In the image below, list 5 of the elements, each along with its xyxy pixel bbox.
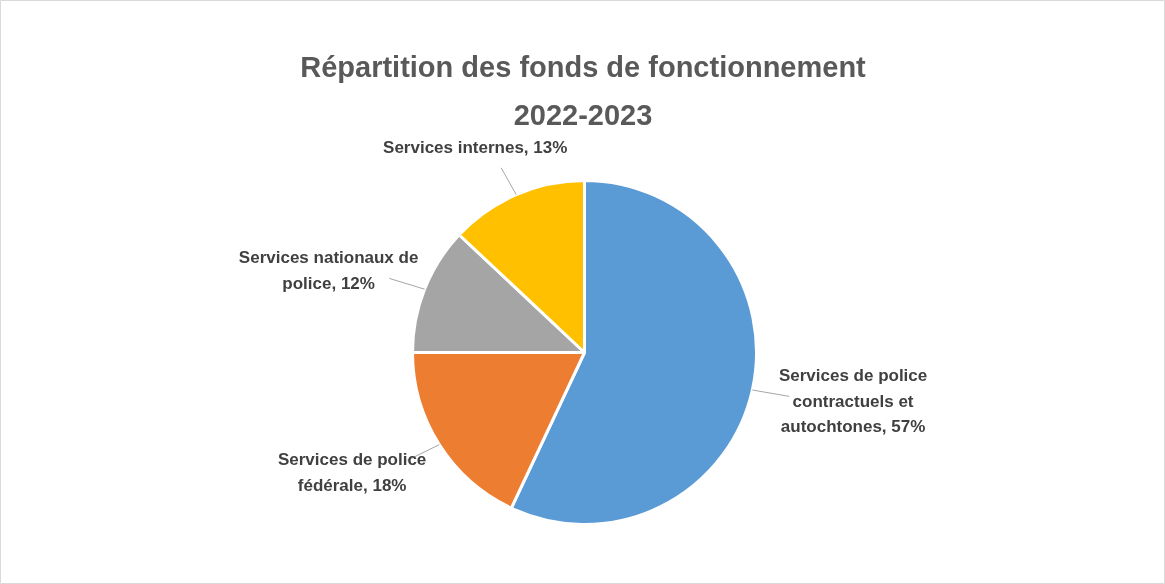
slice-label: Services de police contractuels et autochtones, 57% bbox=[778, 366, 928, 437]
slice-label: Services de police fédérale, 18% bbox=[277, 449, 427, 495]
chart-title: Répartition des fonds de fonctionnement 2022-2023 bbox=[300, 50, 867, 131]
slice-label: Services internes, 13% bbox=[383, 137, 568, 157]
slice-label: Services nationaux de police, 12% bbox=[238, 247, 419, 293]
